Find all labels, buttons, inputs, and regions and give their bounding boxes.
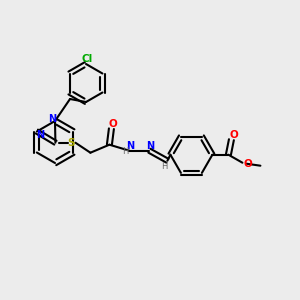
Text: H: H	[161, 162, 168, 171]
Text: H: H	[122, 147, 129, 156]
Text: O: O	[243, 159, 252, 169]
Text: N: N	[126, 141, 134, 151]
Text: Cl: Cl	[81, 54, 93, 64]
Text: O: O	[229, 130, 238, 140]
Text: N: N	[146, 141, 154, 151]
Text: O: O	[108, 119, 117, 129]
Text: N: N	[36, 130, 44, 140]
Text: N: N	[48, 114, 56, 124]
Text: S: S	[68, 138, 75, 148]
